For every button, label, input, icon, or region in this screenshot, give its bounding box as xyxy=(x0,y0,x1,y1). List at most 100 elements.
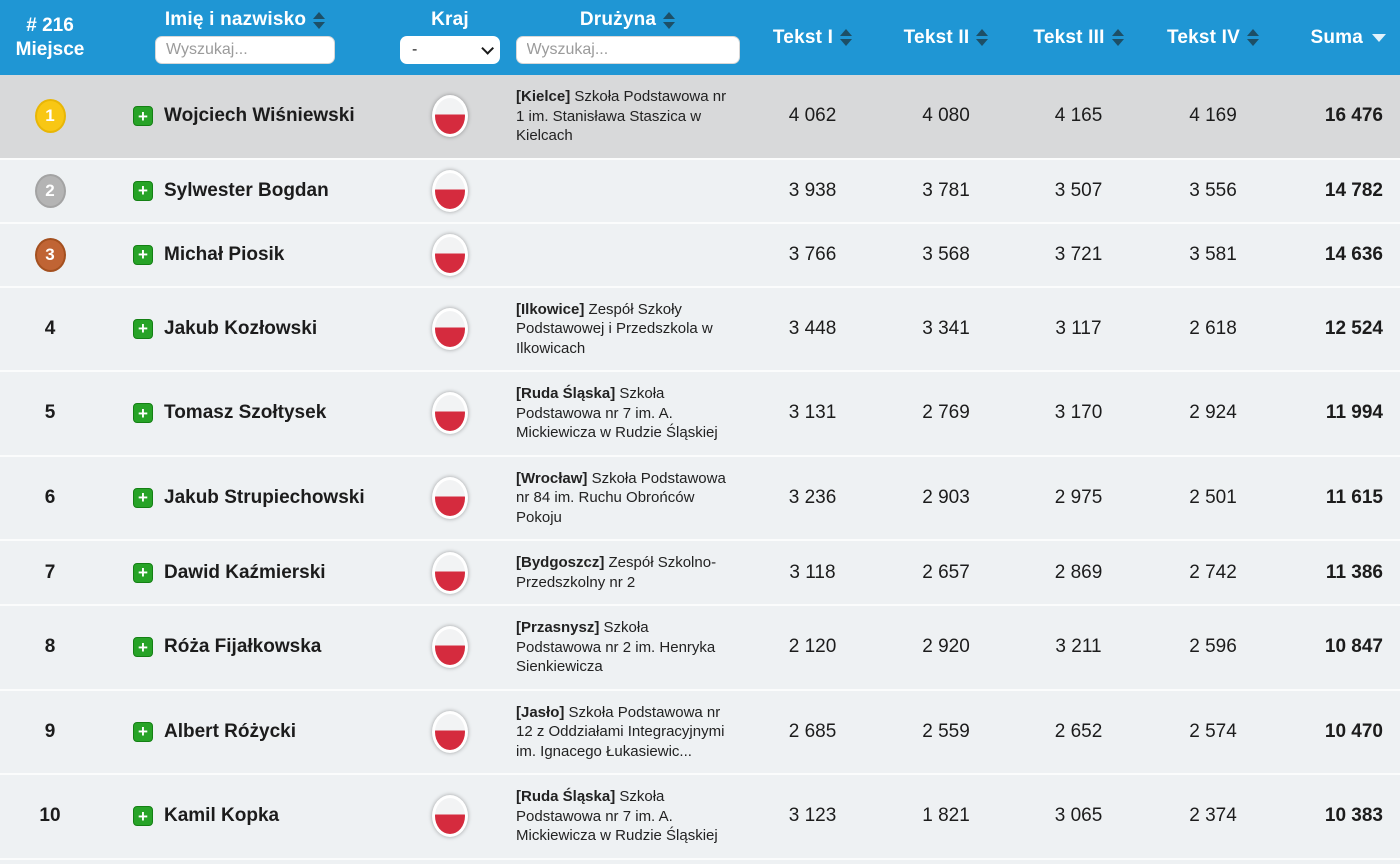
poland-flag-icon xyxy=(432,476,468,519)
tekst4-value: 2 742 xyxy=(1189,561,1237,583)
column-header-tekst-1: Tekst I xyxy=(745,0,880,75)
team-cell xyxy=(510,160,745,222)
player-cell: + Tomasz Szołtysek xyxy=(100,382,390,444)
country-select-value: - xyxy=(412,41,418,58)
tekst3-value: 3 065 xyxy=(1054,805,1103,827)
rank-cell: 7 xyxy=(0,542,100,604)
rank-cell: 3 xyxy=(0,224,100,286)
tekst2-value: 3 341 xyxy=(922,317,970,339)
team-name: Szkoła Podstawowa nr 7 im. A. Mickiewicz… xyxy=(516,385,718,441)
suma-value: 14 782 xyxy=(1324,179,1383,201)
tekst1-value: 3 236 xyxy=(788,486,837,508)
player-name: Tomasz Szołtysek xyxy=(164,402,327,424)
rank-cell: 6 xyxy=(0,467,100,529)
table-row: 9 + Albert Różycki [Jasło] Szkoła Podsta… xyxy=(0,690,1400,775)
rank-badge: 3 xyxy=(34,237,66,272)
table-row: 7 + Dawid Kaźmierski [Bydgoszcz] Zespół … xyxy=(0,541,1400,606)
expand-plus-icon[interactable]: + xyxy=(133,721,153,742)
name-search-input[interactable] xyxy=(155,36,335,64)
expand-plus-icon[interactable]: + xyxy=(133,244,153,265)
tekst4-value: 2 574 xyxy=(1189,720,1237,742)
column-header-rank: # 216 Miejsce xyxy=(0,0,100,75)
country-select[interactable]: - xyxy=(400,36,500,64)
suma-sort-button[interactable]: Suma xyxy=(1310,27,1386,49)
player-cell: + Jakub Kozłowski xyxy=(100,298,390,360)
player-cell: + Albert Różycki xyxy=(100,701,390,763)
expand-plus-icon[interactable]: + xyxy=(133,403,153,424)
player-cell: + Jakub Strupiechowski xyxy=(100,467,390,529)
poland-flag-icon xyxy=(432,710,468,753)
tekst2-value: 3 781 xyxy=(922,179,970,201)
tekst3-value: 3 170 xyxy=(1054,402,1103,424)
expand-plus-icon[interactable]: + xyxy=(133,806,153,827)
expand-plus-icon[interactable]: + xyxy=(133,637,153,658)
table-row: 10 + Kamil Kopka [Ruda Śląska] Szkoła Po… xyxy=(0,775,1400,860)
team-name: Szkoła Podstawowa nr 7 im. A. Mickiewicz… xyxy=(516,788,718,844)
country-cell xyxy=(390,382,510,444)
suma-value: 11 994 xyxy=(1325,402,1383,424)
tekst2-value: 1 821 xyxy=(922,805,970,827)
suma-value: 14 636 xyxy=(1324,243,1383,265)
tekst3-value: 3 117 xyxy=(1055,317,1102,339)
sort-arrows-icon xyxy=(840,29,853,46)
tekst4-value: 2 501 xyxy=(1189,486,1237,508)
country-cell xyxy=(390,701,510,763)
poland-flag-icon xyxy=(432,233,468,276)
expand-plus-icon[interactable]: + xyxy=(133,487,153,508)
tekst3-value: 3 507 xyxy=(1054,179,1103,201)
tekst1-sort-button[interactable]: Tekst I xyxy=(773,27,853,49)
column-header-tekst-3: Tekst III xyxy=(1012,0,1145,75)
rank-cell: 9 xyxy=(0,701,100,763)
tekst3-value: 3 721 xyxy=(1054,243,1103,265)
player-name: Dawid Kaźmierski xyxy=(164,561,326,583)
tekst2-sort-button[interactable]: Tekst II xyxy=(904,27,989,49)
suma-value: 12 524 xyxy=(1324,317,1383,339)
team-cell: [Jasło] Szkoła Podstawowa nr 12 z Oddzia… xyxy=(510,691,745,774)
player-name: Sylwester Bogdan xyxy=(164,179,329,201)
player-cell: + Wojciech Wiśniewski xyxy=(100,85,390,147)
tekst1-value: 3 448 xyxy=(788,317,837,339)
team-search-input[interactable] xyxy=(515,36,740,64)
sort-arrows-icon xyxy=(663,11,676,29)
team-city: [Przasnysz] xyxy=(516,619,600,636)
poland-flag-icon xyxy=(432,169,468,212)
rank-badge: 5 xyxy=(44,402,56,424)
sort-arrow-desc-icon xyxy=(1370,33,1386,42)
column-header-name: Imię i nazwisko xyxy=(100,0,390,75)
column-header-suma: Suma xyxy=(1281,0,1400,75)
team-city: [Ruda Śląska] xyxy=(516,788,616,805)
rank-cell: 10 xyxy=(0,785,100,847)
player-cell: + Sylwester Bogdan xyxy=(100,160,390,222)
country-cell xyxy=(390,467,510,529)
expand-plus-icon[interactable]: + xyxy=(133,318,153,339)
country-column-label: Kraj xyxy=(431,9,469,30)
team-cell: [Wrocław] Szkoła Podstawowa nr 84 im. Ru… xyxy=(510,457,745,540)
expand-plus-icon[interactable]: + xyxy=(133,106,153,127)
tekst2-value: 4 080 xyxy=(922,105,970,127)
player-name: Kamil Kopka xyxy=(164,805,280,827)
tekst2-value: 2 657 xyxy=(922,561,970,583)
poland-flag-icon xyxy=(432,95,468,138)
tekst2-value: 2 903 xyxy=(922,486,970,508)
sort-arrows-icon xyxy=(1247,29,1260,46)
column-header-team: Drużyna xyxy=(510,0,745,75)
tekst3-value: 2 652 xyxy=(1054,720,1103,742)
rank-cell: 1 xyxy=(0,85,100,147)
tekst1-value: 3 118 xyxy=(789,561,836,583)
table-row: 8 + Róża Fijałkowska [Przasnysz] Szkoła … xyxy=(0,606,1400,691)
team-sort-button[interactable]: Drużyna xyxy=(580,9,676,31)
expand-plus-icon[interactable]: + xyxy=(133,180,153,201)
rank-cell: 5 xyxy=(0,382,100,444)
rank-badge: 10 xyxy=(39,805,61,827)
tekst4-sort-button[interactable]: Tekst IV xyxy=(1167,27,1260,49)
rank-cell: 2 xyxy=(0,160,100,222)
tekst4-value: 2 596 xyxy=(1189,636,1237,658)
sort-arrows-icon xyxy=(976,29,989,46)
poland-flag-icon xyxy=(432,795,468,838)
chevron-down-icon xyxy=(481,41,494,55)
name-sort-button[interactable]: Imię i nazwisko xyxy=(165,9,326,31)
player-name: Wojciech Wiśniewski xyxy=(164,105,355,127)
expand-plus-icon[interactable]: + xyxy=(133,562,153,583)
tekst3-sort-button[interactable]: Tekst III xyxy=(1033,27,1124,49)
